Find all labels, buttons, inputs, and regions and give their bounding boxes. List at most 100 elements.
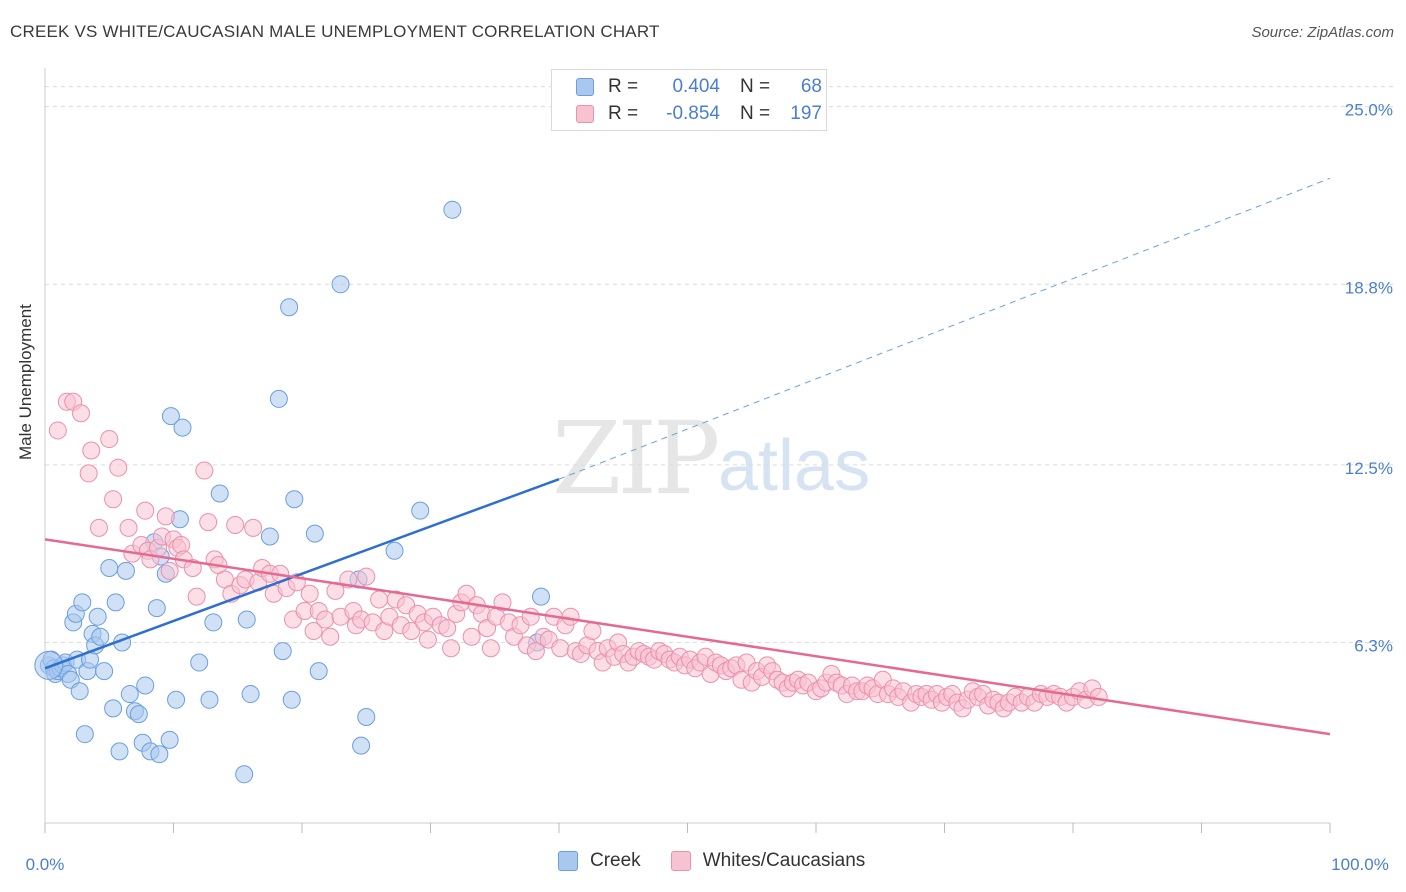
- whites-point: [1089, 687, 1108, 706]
- creek-point: [190, 653, 209, 672]
- creek-point: [150, 745, 169, 764]
- whites-point: [418, 630, 437, 649]
- watermark-zip: ZIP: [552, 400, 720, 517]
- n-value: 68: [800, 76, 822, 97]
- creek-point: [200, 690, 219, 709]
- creek-point: [269, 389, 288, 408]
- whites-point: [226, 516, 245, 534]
- whites-point: [316, 610, 335, 629]
- creek-point: [104, 699, 123, 718]
- x-tick-label: 0.0%: [26, 855, 65, 874]
- whites-point: [462, 627, 481, 646]
- creek-point: [147, 599, 166, 618]
- creek-point: [95, 662, 114, 681]
- whites-point: [89, 518, 108, 537]
- whites-point: [300, 584, 319, 603]
- creek-point: [385, 541, 404, 560]
- r-value: -0.854: [666, 103, 720, 124]
- whites-point: [244, 518, 263, 537]
- creek-point: [100, 558, 119, 577]
- whites-point: [160, 561, 179, 580]
- n-label: N =: [740, 103, 771, 124]
- creek-point: [70, 682, 89, 701]
- whites-point: [370, 590, 389, 609]
- whites-point: [82, 441, 101, 460]
- n-label: N =: [740, 76, 771, 97]
- creek-point: [280, 298, 299, 317]
- y-tick-label: 6.3%: [1354, 636, 1393, 655]
- creek-point: [285, 490, 304, 509]
- creek-point: [352, 736, 371, 755]
- whites-point: [304, 622, 323, 641]
- creek-point: [120, 685, 139, 704]
- y-tick-label: 18.8%: [1345, 278, 1393, 297]
- whites-swatch: [670, 851, 691, 871]
- whites-point: [119, 518, 138, 537]
- whites-point: [442, 639, 461, 658]
- chart-title: CREEK VS WHITE/CAUCASIAN MALE UNEMPLOYME…: [10, 22, 660, 41]
- creek-point: [129, 705, 148, 724]
- creek-point: [241, 685, 260, 704]
- creek-point: [282, 690, 301, 709]
- creek-point: [34, 650, 64, 680]
- n-value: 197: [790, 103, 822, 124]
- r-label: R =: [608, 76, 639, 97]
- y-axis-label: Male Unemployment: [16, 304, 35, 460]
- whites-point: [199, 513, 218, 532]
- watermark-atlas: atlas: [718, 426, 871, 506]
- creek-point: [273, 642, 292, 661]
- y-tick-label: 25.0%: [1345, 101, 1393, 120]
- creek-point: [167, 690, 186, 709]
- creek-point: [204, 613, 223, 632]
- legend-item-whites: Whites/Caucasians: [670, 850, 866, 872]
- creek-point: [357, 707, 376, 726]
- creek-swatch: [576, 78, 594, 96]
- whites-swatch: [576, 105, 594, 123]
- creek-point: [309, 662, 328, 681]
- whites-point: [521, 607, 540, 626]
- whites-point: [493, 593, 512, 612]
- creek-point: [260, 527, 279, 546]
- y-tick-label: 12.5%: [1345, 459, 1393, 478]
- source-label: Source: ZipAtlas.com: [1251, 24, 1394, 41]
- x-tick-label: 100.0%: [1331, 855, 1389, 874]
- creek-point: [116, 561, 135, 580]
- r-value: 0.404: [672, 76, 720, 97]
- creek-trendline-extension: [558, 177, 1331, 480]
- creek-point: [331, 275, 350, 294]
- whites-point: [104, 490, 123, 509]
- whites-point: [187, 587, 206, 606]
- creek-point: [161, 407, 180, 426]
- legend-label-creek: Creek: [590, 850, 641, 871]
- legend-label-whites: Whites/Caucasians: [702, 850, 866, 871]
- whites-point: [561, 607, 580, 626]
- creek-point: [160, 730, 179, 749]
- creek-point: [91, 627, 110, 646]
- creek-point: [136, 676, 155, 695]
- whites-point: [402, 622, 421, 641]
- creek-point: [305, 524, 324, 543]
- whites-point: [109, 458, 128, 477]
- correlation-legend: R = 0.404 N = 68 R = -0.854 N = 197: [551, 69, 827, 131]
- whites-point: [183, 558, 202, 577]
- creek-swatch: [558, 851, 578, 871]
- whites-point: [481, 639, 500, 658]
- r-label: R =: [608, 103, 639, 124]
- creek-point: [235, 765, 254, 784]
- creek-point: [237, 610, 256, 629]
- creek-point: [532, 587, 551, 606]
- legend-row-whites: R = -0.854 N = 197: [552, 101, 822, 127]
- creek-point: [110, 742, 129, 761]
- whites-point: [526, 642, 545, 661]
- creek-point: [443, 200, 462, 219]
- whites-point: [551, 639, 570, 658]
- creek-point: [173, 418, 192, 437]
- creek-point: [106, 593, 125, 612]
- whites-point: [583, 622, 602, 641]
- creek-trendline: [44, 477, 560, 670]
- whites-point: [100, 430, 119, 449]
- creek-point: [411, 501, 430, 520]
- whites-point: [136, 501, 155, 520]
- whites-point: [79, 464, 98, 483]
- creek-point: [73, 593, 92, 612]
